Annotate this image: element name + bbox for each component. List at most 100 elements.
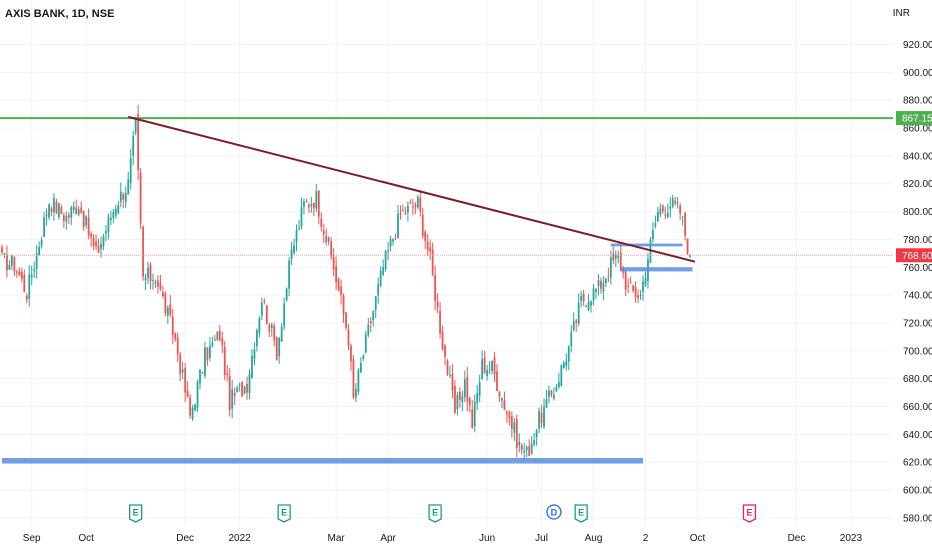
x-tick-label: Jun	[479, 533, 495, 544]
trendline	[127, 115, 696, 263]
candle-body	[364, 334, 367, 353]
candle-body	[463, 379, 466, 398]
candle-body	[251, 355, 253, 378]
candle-body	[228, 375, 231, 411]
x-tick-label: 2022	[228, 533, 251, 544]
candle-body	[201, 371, 204, 373]
candle-body	[458, 391, 461, 400]
candle-body	[38, 247, 41, 256]
candle-body	[124, 193, 127, 203]
candle-body	[322, 230, 325, 235]
candle-body	[424, 231, 427, 241]
x-tick-label: Jul	[535, 533, 548, 544]
candle-body	[283, 303, 286, 327]
candle-body	[535, 430, 538, 438]
candle-body	[416, 196, 419, 208]
candle-body	[43, 217, 45, 237]
candle-body	[498, 391, 501, 397]
x-tick-label: Oct	[78, 533, 94, 544]
candle-body	[684, 212, 686, 236]
candle-body	[310, 204, 313, 206]
candle-body	[184, 368, 187, 393]
candle-body	[652, 230, 654, 240]
candle-body	[270, 324, 273, 329]
candle-body	[429, 247, 432, 252]
candle-body	[454, 385, 456, 413]
candle-body	[256, 329, 258, 347]
candle-body	[20, 271, 23, 279]
candle-body	[112, 211, 115, 218]
candle-body	[377, 283, 380, 296]
candle-body	[85, 215, 88, 226]
y-tick-label: 780.00	[903, 235, 932, 246]
candle-body	[223, 346, 226, 375]
candle-body	[481, 359, 484, 380]
candle-body	[399, 213, 402, 215]
candle-body	[607, 276, 610, 278]
earnings-event-marker	[742, 504, 757, 523]
candle-body	[409, 202, 412, 204]
candle-body	[134, 117, 137, 133]
candle-body	[233, 392, 236, 396]
candle-body	[434, 274, 437, 301]
candle-body	[204, 347, 206, 376]
candle-body	[6, 254, 8, 271]
candle-body	[293, 245, 295, 254]
candle-body	[258, 318, 261, 334]
support-zone	[2, 457, 644, 464]
candle-body	[476, 392, 479, 404]
candle-body	[290, 249, 293, 259]
candle-body	[466, 376, 469, 402]
candle-body	[337, 278, 340, 291]
candle-body	[342, 295, 345, 315]
candle-body	[419, 197, 422, 212]
candle-body	[117, 205, 120, 213]
candle-body	[577, 302, 580, 324]
candle-body	[18, 271, 21, 276]
candle-body	[13, 257, 16, 272]
candle-body	[394, 238, 397, 240]
candle-body	[263, 301, 266, 303]
candle-body	[560, 365, 563, 386]
candle-body	[523, 450, 526, 453]
candle-body	[379, 270, 382, 286]
x-tick-label: Aug	[585, 533, 603, 544]
candle-body	[238, 384, 241, 386]
candle-body	[107, 216, 110, 233]
candle-body	[350, 345, 352, 362]
candle-body	[679, 205, 682, 214]
candle-body	[189, 397, 191, 416]
candle-body	[506, 411, 508, 414]
candle-body	[127, 179, 130, 195]
candle-body	[72, 206, 75, 210]
candle-body	[166, 307, 169, 316]
candle-body	[275, 337, 278, 360]
y-tick-label: 580.00	[903, 513, 932, 524]
y-tick-label: 740.00	[903, 291, 932, 302]
x-tick-label: Sep	[23, 533, 41, 544]
candle-body	[149, 264, 152, 282]
candle-body	[28, 274, 31, 299]
candle-body	[597, 280, 600, 286]
candle-body	[347, 329, 350, 346]
candle-body	[548, 390, 550, 397]
event-label: E	[133, 508, 139, 518]
candle-body	[357, 369, 360, 392]
candle-body	[595, 289, 597, 292]
candle-body	[50, 208, 53, 212]
candle-body	[62, 215, 65, 221]
candle-body	[315, 191, 318, 209]
x-tick-label: Dec	[176, 533, 194, 544]
candle-body	[80, 207, 83, 213]
y-tick-label: 680.00	[903, 374, 932, 385]
candle-body	[248, 373, 251, 394]
candle-body	[525, 446, 528, 451]
candle-body	[421, 214, 424, 236]
candle-body	[407, 205, 409, 213]
candle-body	[634, 286, 637, 298]
y-tick-label: 800.00	[903, 207, 932, 218]
y-tick-label: 720.00	[903, 318, 932, 329]
candle-body	[335, 266, 338, 283]
